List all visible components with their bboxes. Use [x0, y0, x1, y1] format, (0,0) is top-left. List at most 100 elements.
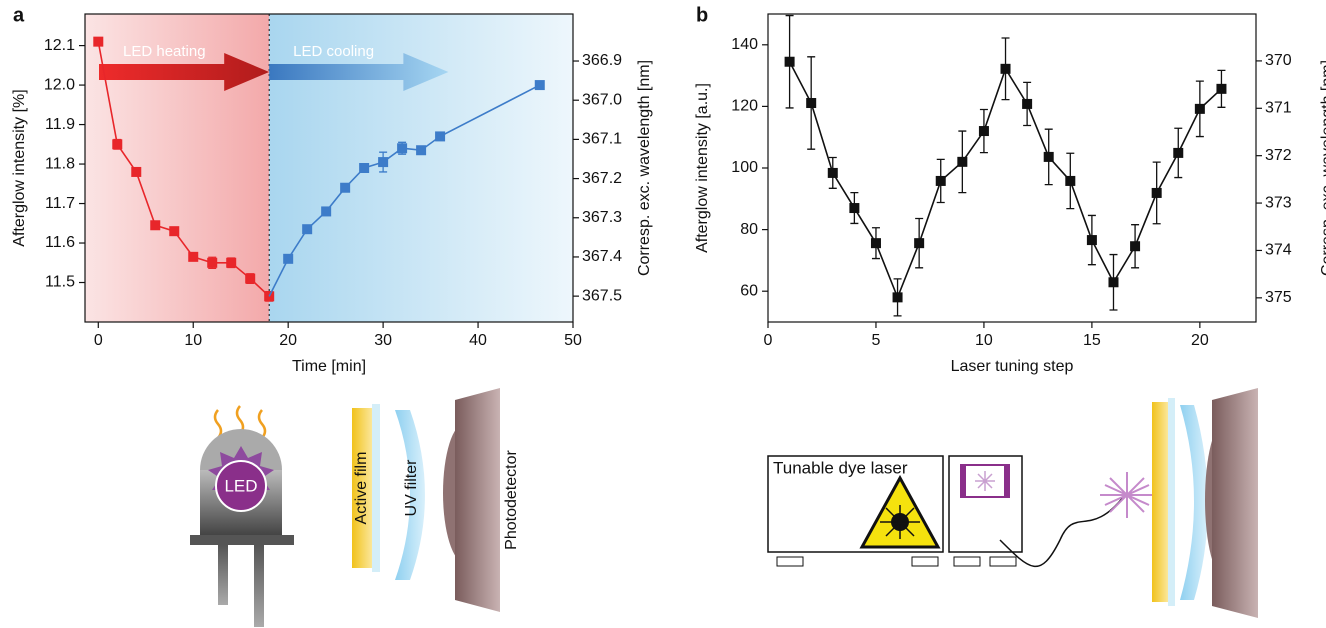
x-tick-label: 20: [279, 332, 297, 349]
uv-filter: [1180, 405, 1208, 600]
panel-label: b: [696, 4, 708, 26]
plot-frame: [84, 13, 574, 323]
y-tick-label: 11.6: [45, 234, 75, 251]
y2-tick-label: 373: [1265, 194, 1292, 211]
x-tick-label: 20: [1191, 332, 1209, 349]
marker: [849, 203, 860, 214]
marker: [870, 238, 881, 249]
film-label: Active film: [353, 452, 370, 525]
x-tick-label: 0: [764, 332, 773, 349]
fiber: [999, 494, 1126, 568]
marker: [1065, 175, 1076, 186]
marker: [207, 257, 218, 268]
y2-tick-label: 375: [1265, 289, 1292, 306]
marker: [321, 206, 332, 217]
y2-tick-label: 374: [1265, 242, 1292, 259]
marker: [1108, 277, 1119, 288]
marker: [534, 80, 545, 91]
foot: [776, 556, 804, 567]
y-tick-label: 80: [740, 221, 758, 238]
x-tick-label: 30: [374, 332, 392, 349]
plot-frame: [767, 13, 1257, 323]
x-tick-label: 5: [872, 332, 881, 349]
x-tick-label: 10: [975, 332, 993, 349]
foot: [953, 556, 981, 567]
x-axis-title: Laser tuning step: [951, 358, 1074, 375]
annotation-arrow: [99, 53, 270, 91]
foot: [911, 556, 939, 567]
y-axis-title: Afterglow intensity [%]: [11, 89, 28, 246]
marker: [827, 167, 838, 178]
marker: [784, 56, 795, 67]
y-tick-label: 12.0: [44, 76, 75, 93]
marker: [131, 166, 142, 177]
heating-region: [85, 14, 270, 322]
laser-label: Tunable dye laser: [773, 458, 908, 477]
y2-tick-label: 366.9: [582, 52, 622, 69]
marker: [1194, 103, 1205, 114]
y-tick-label: 11.8: [45, 155, 75, 172]
marker: [93, 36, 104, 47]
marker: [302, 224, 313, 235]
marker: [416, 145, 427, 156]
x-tick-label: 40: [469, 332, 487, 349]
y2-tick-label: 367.1: [582, 131, 622, 148]
active-film: [1152, 402, 1168, 602]
y-axis-title: Afterglow intensity [a.u.]: [694, 83, 711, 253]
substrate: [372, 404, 380, 572]
marker: [188, 251, 199, 262]
marker: [435, 131, 446, 142]
marker: [226, 257, 237, 268]
led-label: LED: [224, 476, 257, 495]
marker: [378, 157, 389, 168]
marker: [245, 273, 256, 284]
x-tick-label: 50: [564, 332, 582, 349]
marker: [340, 182, 351, 193]
photodetector: [455, 388, 500, 612]
y-tick-label: 120: [731, 98, 758, 115]
y2-axis-title: Corresp. exc. wavelength [nm]: [1319, 60, 1326, 276]
led-leg: [218, 545, 228, 605]
y2-tick-label: 367.3: [582, 209, 622, 226]
y-tick-label: 11.5: [45, 274, 75, 291]
diagram-a: LED Active film UV filter Photodetector: [190, 388, 520, 627]
marker: [1022, 98, 1033, 109]
series-line: [287, 84, 541, 260]
marker: [1151, 187, 1162, 198]
marker: [957, 156, 968, 167]
x-tick-label: 10: [184, 332, 202, 349]
annotation-arrow: [269, 53, 449, 91]
marker: [806, 98, 817, 109]
marker: [978, 126, 989, 137]
y-tick-label: 100: [731, 159, 758, 176]
marker: [1086, 235, 1097, 246]
y2-axis-title: Corresp. exc. wavelength [nm]: [636, 60, 653, 276]
marker: [112, 139, 123, 150]
marker: [1216, 83, 1227, 94]
led-base: [190, 535, 294, 545]
substrate: [1168, 398, 1175, 606]
marker: [359, 163, 370, 173]
photodetector: [1212, 388, 1258, 618]
beam-star: [1100, 472, 1155, 518]
cooling-region: [269, 14, 573, 322]
panel-label: a: [13, 4, 25, 26]
marker: [935, 175, 946, 186]
led-leg: [254, 545, 264, 627]
marker: [397, 143, 408, 154]
active-film: [352, 408, 372, 568]
y-tick-label: 11.9: [45, 116, 75, 133]
annotation: LED heating: [123, 43, 206, 60]
y2-tick-label: 370: [1265, 52, 1292, 69]
marker: [1173, 147, 1184, 158]
led-chip: [215, 460, 267, 512]
uv-filter: [395, 410, 425, 580]
marker: [1130, 241, 1141, 252]
y2-tick-label: 367.2: [582, 170, 622, 187]
marker: [1000, 63, 1011, 74]
chart: LED heating LED cooling 0 10 20 30 40 50 11.5 11.…: [11, 4, 653, 375]
foot: [989, 556, 1017, 567]
marker: [914, 238, 925, 249]
pump-star: [975, 471, 995, 491]
